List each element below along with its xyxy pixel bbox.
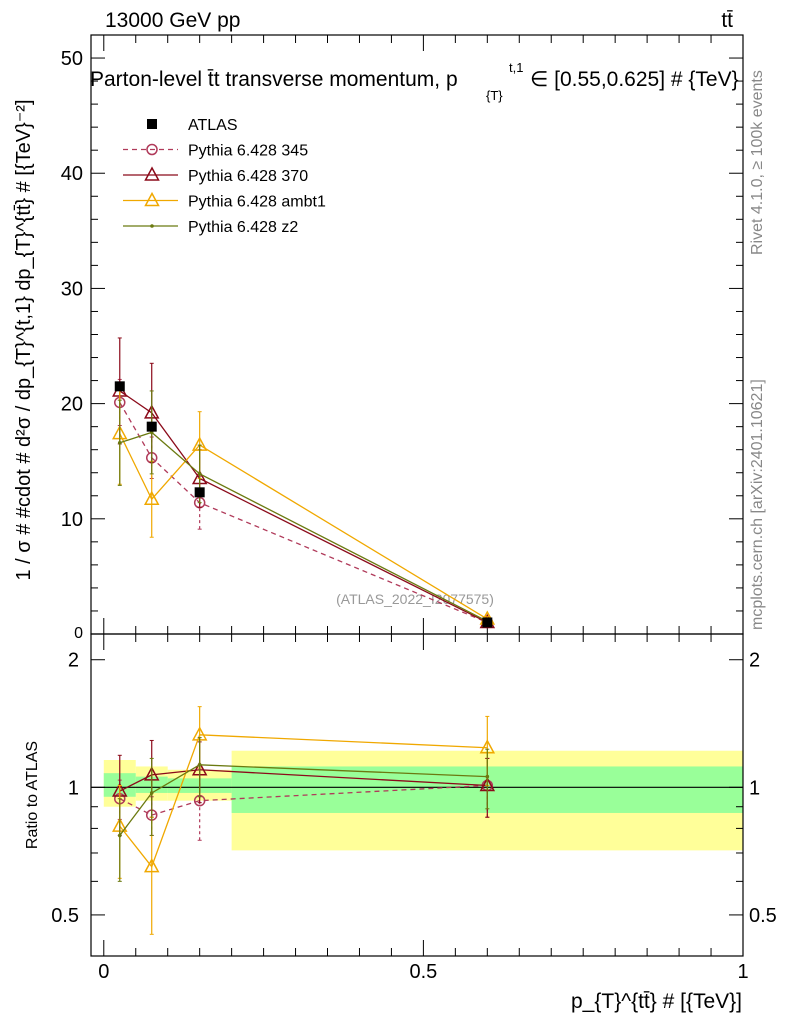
ratio-series-z2	[117, 737, 490, 882]
ratio-line-z2	[119, 764, 488, 836]
plot-title-tail: ∈ [0.55,0.625] # {TeV}	[530, 68, 739, 91]
ratio-ytick-label: 1	[68, 777, 79, 799]
main-ytick-label: 30	[61, 278, 83, 300]
legend-label-p370: Pythia 6.428 370	[188, 168, 308, 185]
main-ytick-label: 40	[61, 163, 83, 185]
data-point-atlas	[482, 617, 493, 628]
series-p370	[112, 337, 496, 629]
ratio-frame-box	[90, 633, 744, 957]
main-ytick-label: 50	[61, 48, 83, 70]
plot-title-sup: t,1	[509, 60, 523, 75]
analysis-watermark: (ATLAS_2022_I2077575)	[336, 591, 494, 607]
rivet-label: Rivet 4.1.0, ≥ 100k events	[749, 70, 766, 255]
series-ambt1	[112, 382, 496, 625]
series-line-p345	[119, 402, 488, 624]
series-line-z2	[119, 431, 488, 622]
mcplots-label: mcplots.cern.ch [arXiv:2401.10621]	[749, 379, 766, 630]
main-ytick-label: 0	[74, 625, 83, 642]
main-panel: 10 20 30 40 50 0	[61, 34, 744, 642]
ratio-point-z2	[149, 791, 154, 795]
main-ytick-label: 10	[61, 509, 83, 531]
series-line-ambt1	[119, 433, 488, 620]
process-label: tt̄	[721, 9, 733, 32]
plot-title: Parton-level t̄t transverse momentum, p …	[90, 60, 739, 103]
main-ylabel: 1 / σ # #cdot # d²σ / dp_{T}^{t,1} dp_{T…	[13, 99, 35, 580]
ratio-ytick-label-right: 1	[749, 777, 760, 799]
legend-label-atlas: ATLAS	[188, 117, 238, 134]
ratio-point-z2	[485, 774, 490, 779]
xtick-label: 1	[737, 961, 748, 983]
ratio-line-p345	[119, 784, 488, 816]
plot-title-main: Parton-level t̄t transverse momentum, p	[90, 68, 458, 91]
plot-title-sub: {T}	[486, 88, 503, 103]
energy-label: 13000 GeV pp	[105, 9, 240, 32]
legend-label-p345: Pythia 6.428 345	[188, 143, 308, 160]
data-point-atlas	[114, 381, 125, 392]
ratio-line-ambt1	[119, 734, 488, 868]
legend-marker-p345	[146, 143, 158, 156]
legend-marker-z2	[150, 224, 154, 228]
legend-marker-atlas	[147, 119, 157, 129]
main-ytick-label: 20	[61, 394, 83, 416]
xlabel: p_{T}^{tt̄} # [{TeV}]	[571, 990, 742, 1013]
legend: ATLAS Pythia 6.428 345 Pythia 6.428 370 Pyt…	[123, 117, 326, 236]
legend-label-ambt1: Pythia 6.428 ambt1	[188, 194, 326, 211]
ratio-ylabel: Ratio to ATLAS	[24, 741, 41, 849]
legend-marker-ambt1	[144, 191, 160, 207]
data-point-atlas	[194, 487, 205, 498]
legend-marker-p370	[144, 166, 160, 181]
series-z2	[117, 390, 490, 624]
data-point-z2	[197, 472, 202, 476]
series-atlas	[114, 381, 493, 628]
legend-label-z2: Pythia 6.428 z2	[188, 219, 298, 236]
ratio-point-z2	[197, 763, 202, 767]
data-point-ambt1	[143, 490, 160, 505]
data-point-atlas	[146, 421, 157, 432]
ratio-line-p370	[119, 769, 488, 792]
ratio-point-ambt1	[143, 858, 160, 873]
ratio-ytick-label: 2	[68, 650, 79, 672]
ratio-point-z2	[117, 833, 122, 838]
data-point-z2	[117, 440, 122, 445]
xtick-label: 0	[98, 961, 109, 983]
ratio-panel: 0.5 0.5 1 1 2 2 0 0.5 1	[51, 633, 777, 983]
series-line-p370	[119, 390, 488, 624]
xtick-label: 0.5	[409, 961, 437, 983]
ratio-ytick-label: 0.5	[51, 905, 79, 927]
ratio-ytick-label-right: 2	[749, 650, 760, 672]
ratio-ytick-label-right: 0.5	[749, 905, 777, 927]
